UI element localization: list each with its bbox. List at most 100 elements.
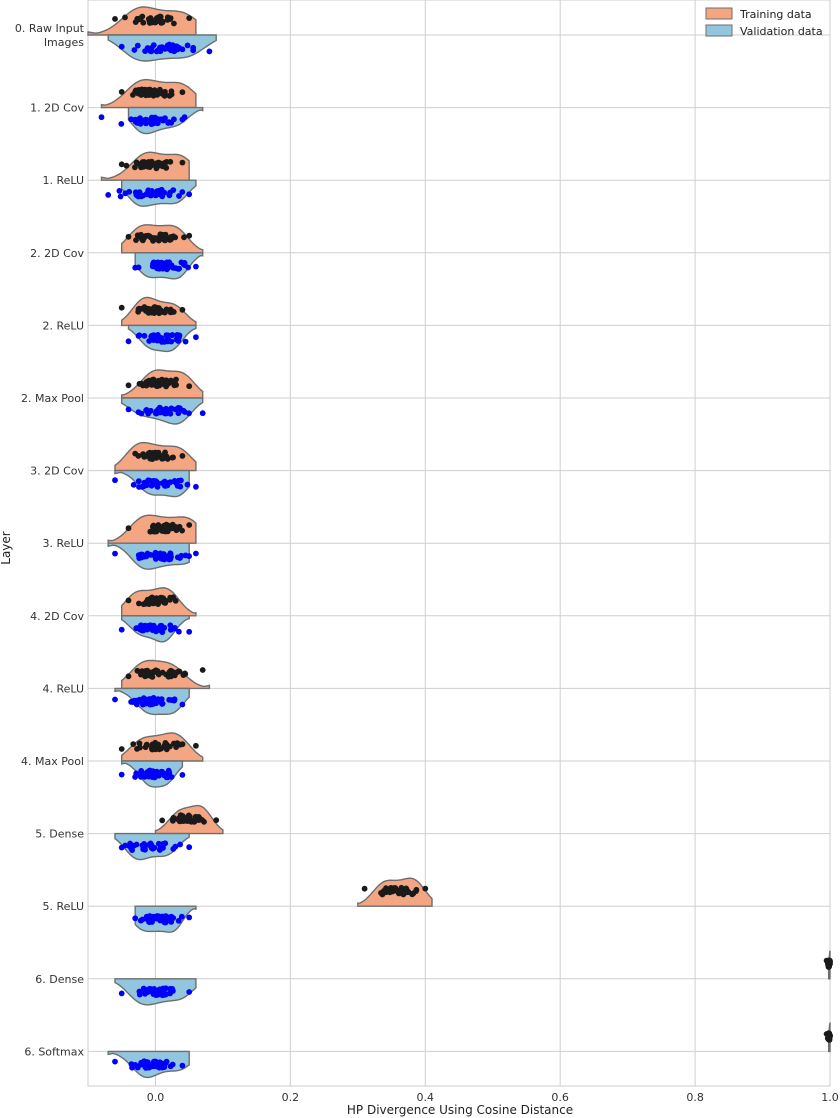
point-validation (164, 266, 170, 273)
point-training (137, 744, 143, 751)
y-tick-label-line: 1. 2D Cov (30, 102, 84, 115)
y-tick-label: 2. ReLU (42, 319, 84, 332)
point-validation (172, 45, 179, 52)
point-training (171, 20, 177, 27)
point-training (135, 453, 142, 459)
point-training (162, 91, 168, 98)
point-validation (160, 117, 166, 124)
point-validation (136, 192, 143, 199)
point-training (403, 885, 409, 892)
point-validation (138, 554, 145, 561)
point-validation (159, 480, 166, 487)
point-training (186, 232, 193, 239)
point-training (141, 159, 148, 165)
y-tick-label: 5. Dense (35, 828, 84, 841)
point-training (125, 233, 132, 240)
point-validation (155, 913, 162, 920)
point-validation (164, 482, 171, 489)
point-training (179, 89, 186, 96)
y-tick-label-line: 0. Raw Input (15, 22, 85, 35)
point-validation (118, 771, 125, 778)
point-validation (184, 481, 191, 488)
point-validation (193, 483, 199, 490)
point-validation (133, 625, 140, 632)
point-validation (112, 477, 118, 484)
point-training (145, 159, 152, 165)
point-training (136, 600, 142, 607)
point-training (168, 236, 174, 243)
point-validation (170, 187, 177, 194)
point-validation (176, 332, 183, 339)
point-training (140, 237, 146, 244)
point-validation (130, 481, 137, 488)
point-training (826, 1035, 833, 1042)
point-training (169, 670, 175, 677)
point-training (133, 159, 140, 166)
x-tick-label: 0.8 (686, 1091, 704, 1104)
point-validation (132, 915, 139, 922)
point-validation (150, 991, 157, 997)
point-validation (122, 190, 129, 197)
point-validation (127, 840, 133, 847)
point-validation (142, 842, 148, 849)
y-tick-label: 6. Dense (35, 973, 84, 986)
point-training (361, 885, 368, 892)
point-validation (118, 990, 125, 997)
point-validation (171, 116, 177, 123)
point-training (170, 309, 177, 315)
y-tick-label-line: 5. Dense (35, 828, 84, 841)
point-training (148, 91, 155, 98)
point-training (136, 740, 143, 747)
point-training (177, 812, 184, 818)
point-validation (177, 405, 183, 412)
point-training (140, 164, 147, 170)
point-training (384, 888, 390, 894)
point-training (149, 741, 156, 748)
point-training (173, 382, 180, 388)
y-tick-label: 4. ReLU (42, 682, 84, 695)
point-training (144, 308, 151, 314)
point-validation (186, 914, 193, 921)
point-validation (146, 338, 153, 344)
point-training (176, 818, 183, 825)
point-validation (125, 406, 132, 413)
point-training (162, 309, 168, 316)
point-training (155, 450, 162, 457)
point-validation (116, 188, 123, 194)
y-tick-label-line: Images (44, 36, 84, 49)
point-training (134, 667, 141, 674)
y-tick-label: 0. Raw Input Images (15, 22, 85, 49)
point-validation (118, 626, 125, 633)
point-training (149, 674, 156, 680)
point-validation (185, 264, 192, 271)
point-validation (182, 552, 189, 559)
point-validation (167, 556, 174, 562)
point-validation (150, 479, 157, 486)
y-tick-label: 3. ReLU (42, 537, 84, 550)
point-training (169, 454, 176, 461)
point-validation (193, 263, 199, 270)
point-training (112, 16, 118, 22)
point-validation (181, 260, 188, 266)
y-tick-label-line: 6. Softmax (24, 1045, 84, 1058)
point-validation (117, 193, 124, 200)
point-validation (98, 114, 105, 121)
point-training (193, 742, 199, 749)
point-training (135, 308, 142, 315)
y-tick-label-line: 4. ReLU (42, 682, 84, 695)
point-validation (173, 336, 180, 343)
point-validation (182, 338, 189, 345)
point-validation (167, 985, 174, 992)
point-training (184, 816, 191, 823)
point-training (186, 522, 193, 528)
point-validation (178, 913, 185, 920)
x-tick-label: 0.6 (551, 1091, 569, 1104)
point-validation (147, 407, 154, 414)
y-tick-label-line: 1. ReLU (42, 174, 84, 187)
point-validation (156, 407, 163, 414)
point-validation (161, 556, 168, 563)
axis-layer: 0.0 0.2 0.4 0.6 0.8 1.0 0. Raw Input Images 1. 2… (15, 22, 839, 1104)
point-training (186, 383, 193, 390)
y-tick-label: 3. 2D Cov (30, 465, 84, 478)
point-training (158, 597, 165, 603)
